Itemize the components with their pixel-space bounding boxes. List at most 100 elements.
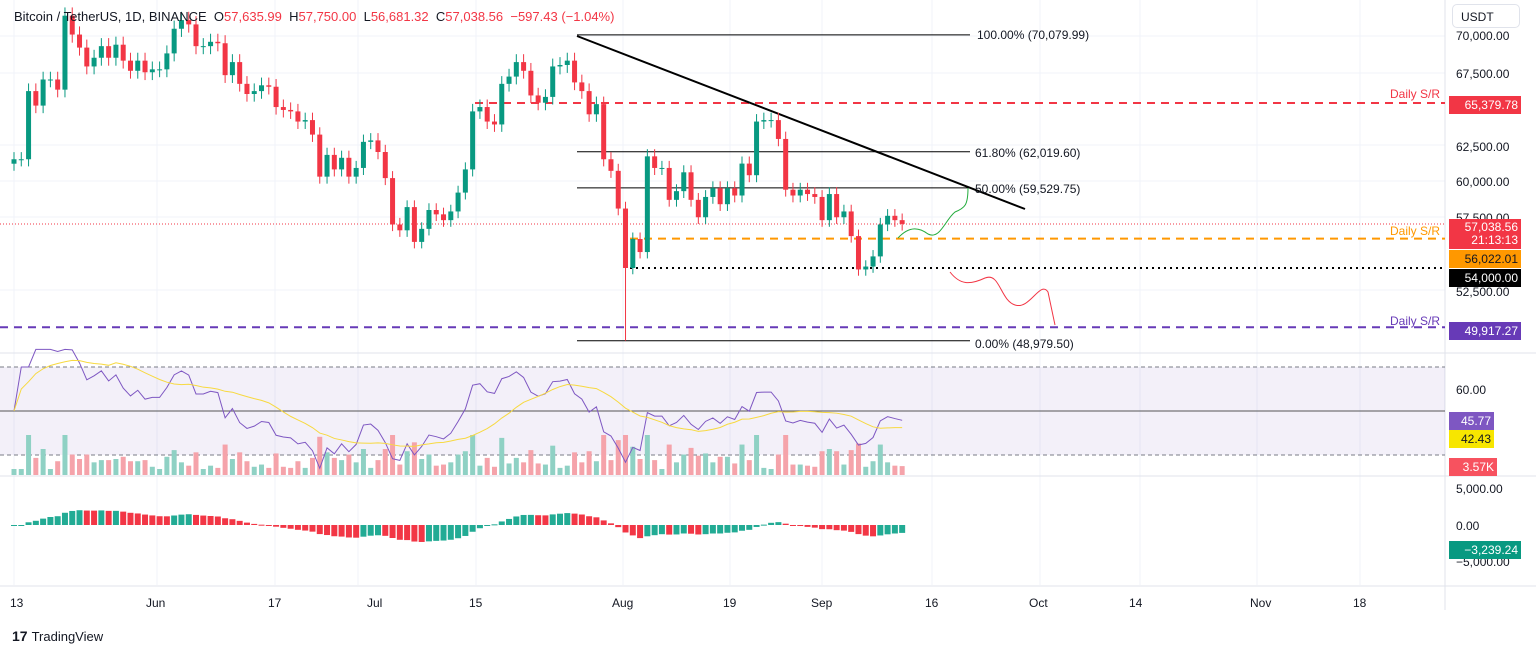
- candle-body: [462, 169, 468, 193]
- volume-bar: [863, 466, 869, 475]
- volume-bar: [768, 469, 774, 475]
- volume-bar: [55, 461, 61, 475]
- candle-body: [681, 172, 687, 192]
- volume-bar: [797, 464, 803, 475]
- macd-bar: [287, 525, 294, 529]
- volume-bar: [11, 469, 17, 475]
- volume-bar: [673, 462, 679, 475]
- macd-bar: [498, 521, 505, 525]
- macd-bar: [18, 525, 25, 526]
- volume-bar: [295, 461, 301, 475]
- price-tick: 60,000.00: [1456, 175, 1510, 189]
- volume-bar: [746, 460, 752, 475]
- volume-bar: [433, 465, 439, 475]
- candle-body: [266, 85, 272, 87]
- volume-bar: [91, 462, 97, 475]
- volume-bar: [193, 452, 199, 475]
- volume-bar: [579, 462, 585, 475]
- macd-tick: 5,000.00: [1456, 482, 1503, 496]
- macd-bar: [127, 512, 134, 525]
- volume-bar: [208, 465, 214, 475]
- volume-bar: [404, 451, 410, 475]
- candle-body: [593, 104, 599, 115]
- low-value: 56,681.32: [370, 9, 429, 24]
- candle-body: [40, 79, 46, 106]
- macd-bar: [91, 510, 98, 525]
- candle-body: [717, 188, 723, 205]
- time-label: Jul: [367, 596, 383, 610]
- volume-bar: [826, 449, 832, 475]
- volume-bar: [178, 462, 184, 475]
- purple-sr-tag: 49,917.27: [1449, 322, 1521, 340]
- candle-body: [368, 140, 374, 142]
- volume-bar: [149, 466, 155, 475]
- candle-body: [346, 157, 352, 177]
- volume-bar: [113, 459, 119, 475]
- volume-bar: [572, 452, 578, 475]
- candle-body: [208, 41, 214, 47]
- candle-body: [892, 215, 898, 221]
- candle-body: [244, 83, 250, 94]
- macd-bar: [214, 516, 221, 525]
- volume-bar: [783, 435, 789, 475]
- macd-bar: [462, 525, 469, 536]
- macd-bar: [163, 516, 170, 525]
- volume-bar: [411, 442, 417, 475]
- macd-bar: [688, 525, 695, 534]
- tradingview-logo[interactable]: 17 TradingView: [12, 628, 104, 644]
- macd-bar: [156, 516, 163, 525]
- volume-bar: [346, 454, 352, 475]
- volume-bar: [157, 469, 163, 475]
- candle-body: [62, 15, 68, 90]
- volume-bar: [382, 449, 388, 475]
- candle-body: [805, 189, 811, 195]
- candle-body: [579, 82, 585, 92]
- candle-body: [732, 188, 738, 196]
- volume-bar: [623, 435, 629, 475]
- candle-body: [630, 239, 636, 268]
- volume-bar: [441, 464, 447, 475]
- candle-body: [666, 167, 672, 200]
- macd-bar: [848, 525, 855, 532]
- volume-bar: [426, 454, 432, 475]
- candle-body: [164, 53, 170, 70]
- candle-body: [339, 157, 345, 170]
- candle-body: [572, 60, 578, 83]
- macd-bar: [185, 514, 192, 525]
- macd-bar: [367, 525, 374, 536]
- volume-bar: [77, 459, 83, 475]
- candle-body: [98, 46, 104, 58]
- volume-bar: [608, 460, 614, 475]
- candle-body: [127, 60, 133, 71]
- volume-bar: [368, 467, 374, 475]
- currency-button[interactable]: USDT: [1452, 4, 1520, 28]
- candle-body: [644, 156, 650, 253]
- candle-body: [783, 138, 789, 190]
- macd-bar: [251, 523, 258, 525]
- macd-bar: [178, 514, 185, 525]
- candle-body: [419, 228, 425, 242]
- macd-bar: [411, 525, 418, 542]
- macd-bar: [578, 514, 585, 525]
- candle-body: [761, 120, 767, 122]
- macd-bar: [455, 525, 462, 539]
- volume-bar: [120, 456, 126, 475]
- macd-bar: [112, 510, 119, 525]
- candle-body: [754, 121, 760, 176]
- macd-bar: [840, 525, 847, 531]
- volume-bar: [491, 466, 497, 475]
- candle-body: [353, 167, 359, 177]
- candle-body: [55, 79, 61, 90]
- candle-body: [331, 154, 337, 170]
- macd-bar: [607, 523, 614, 525]
- volume-bar: [790, 464, 796, 475]
- macd-bar: [425, 525, 432, 542]
- macd-bar: [870, 525, 877, 537]
- candle-body: [375, 140, 381, 152]
- volume-bar: [557, 467, 563, 475]
- time-label: 14: [1129, 596, 1143, 610]
- volume-bar: [637, 459, 643, 475]
- price-tick: 70,000.00: [1456, 29, 1510, 43]
- macd-bar: [637, 525, 644, 539]
